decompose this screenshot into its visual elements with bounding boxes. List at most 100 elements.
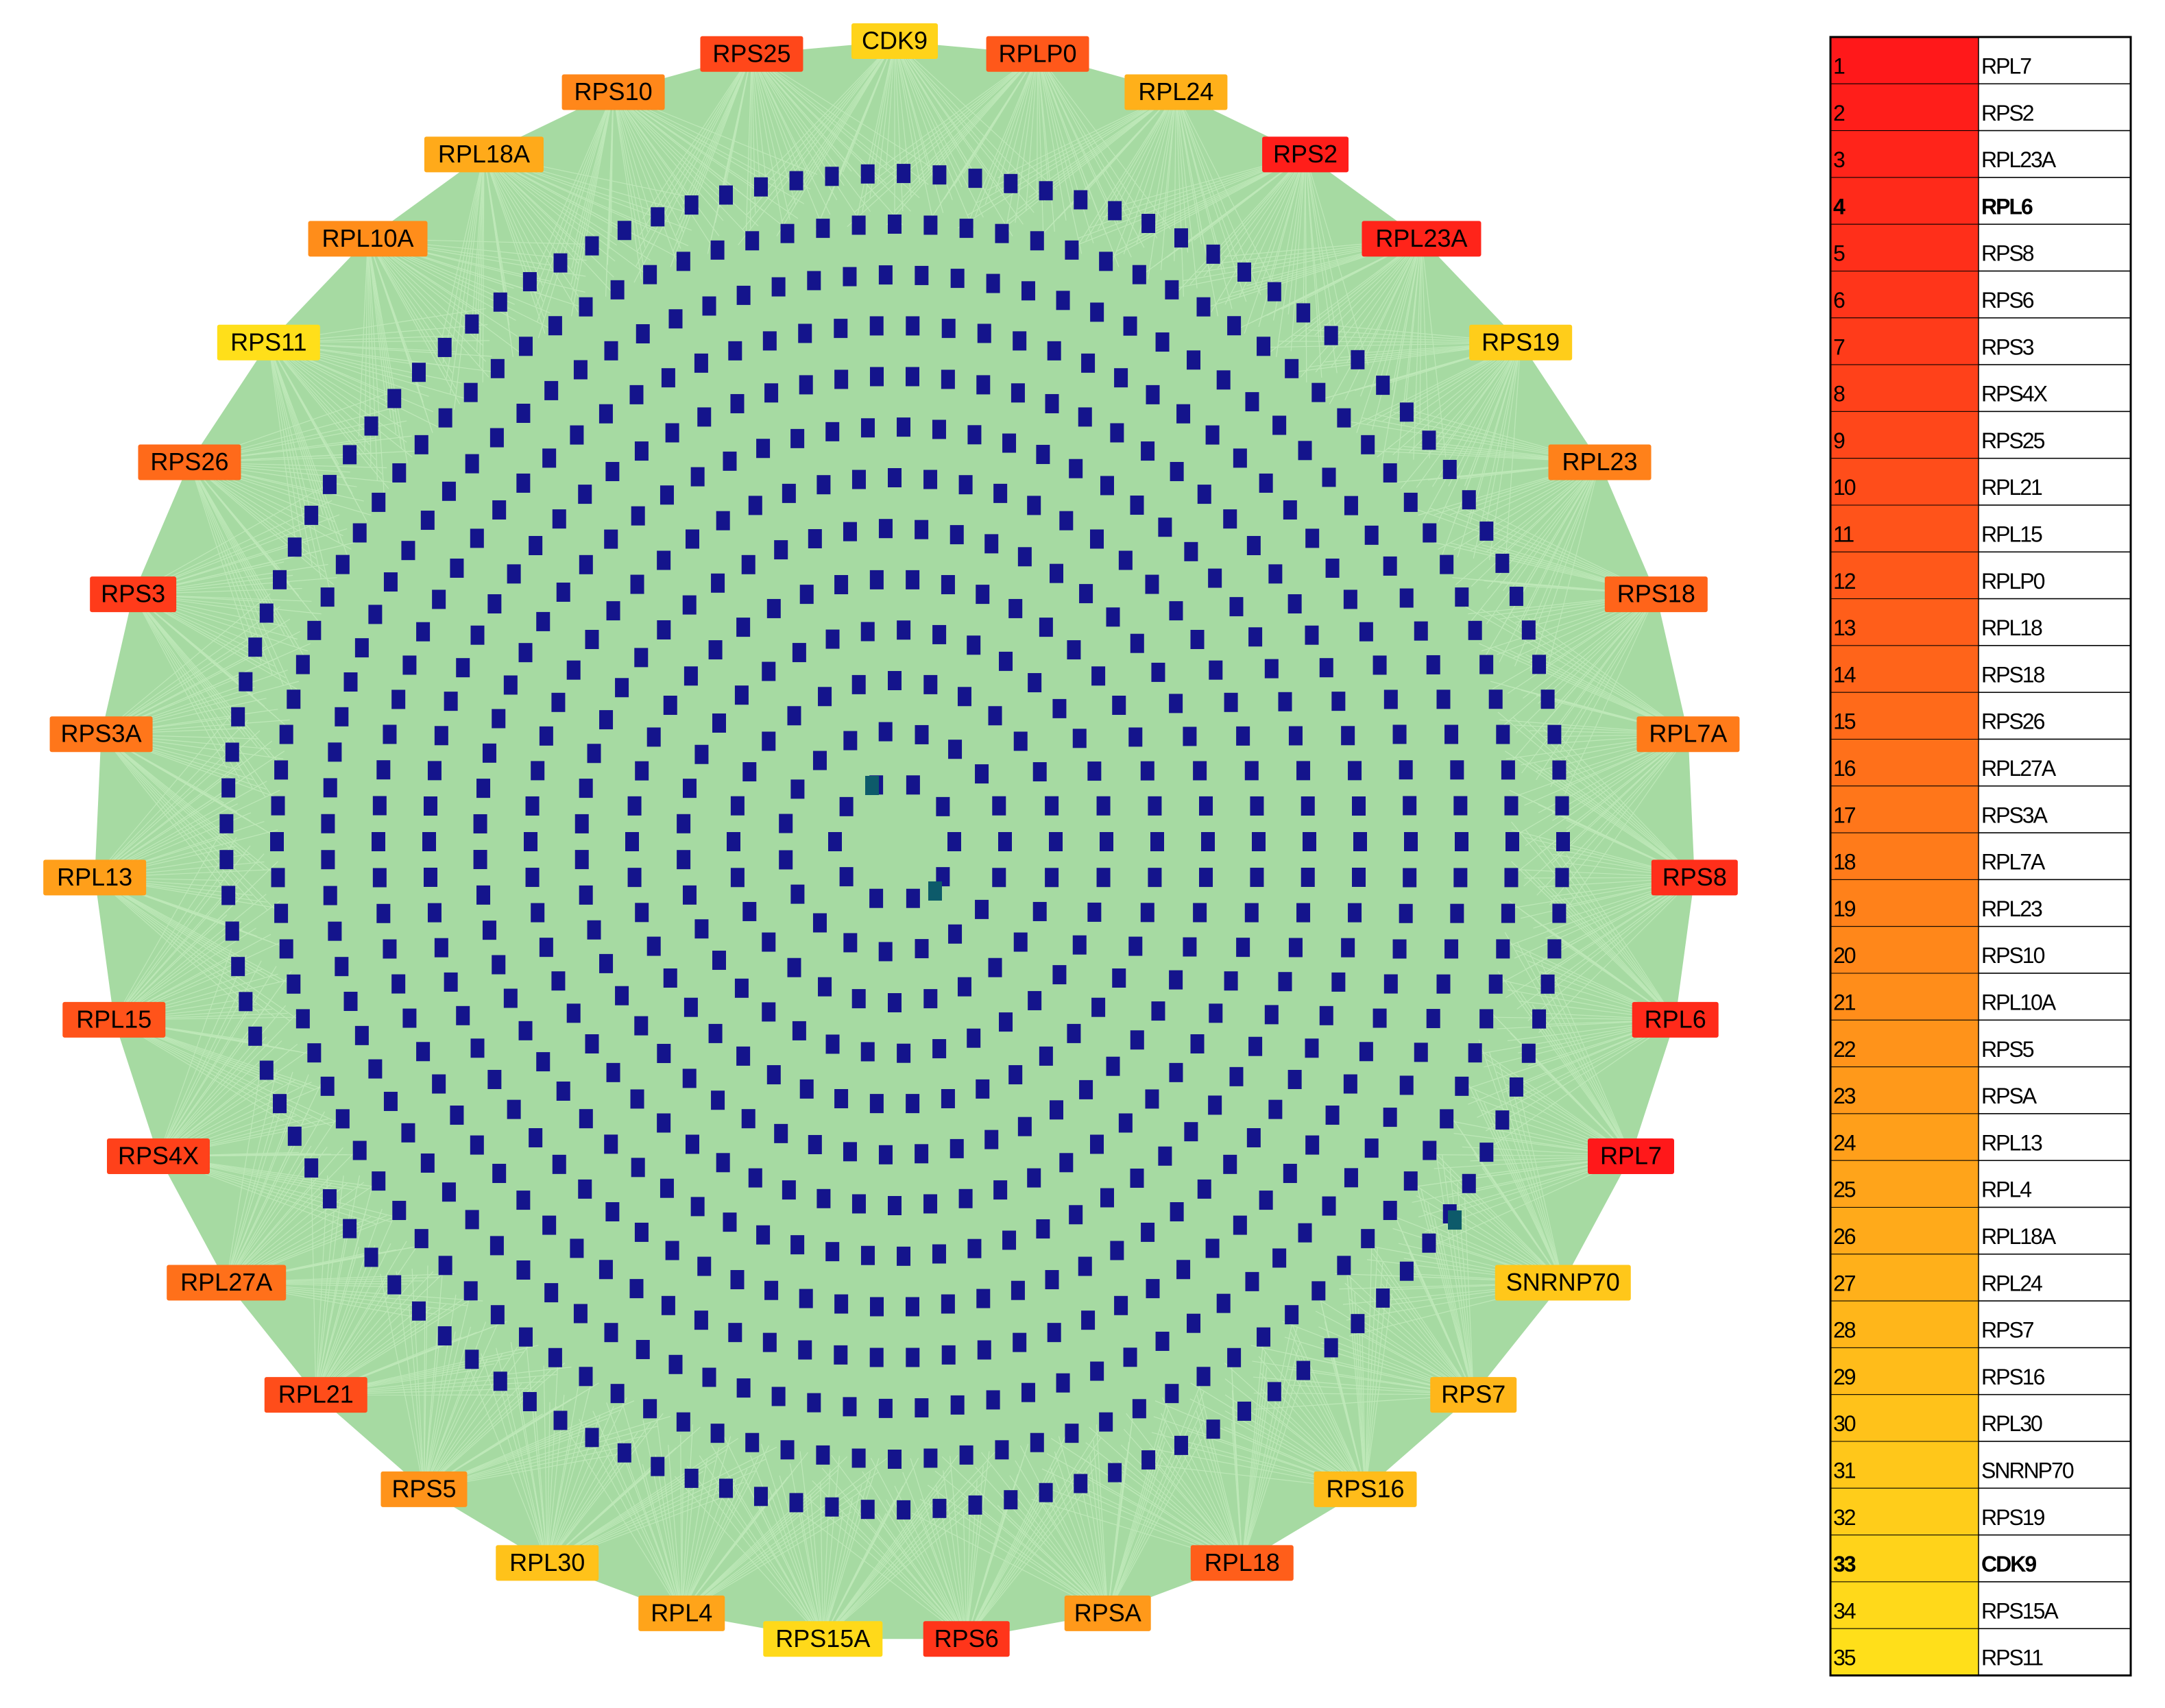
gene: RPL18: [1981, 615, 2042, 640]
rank-cell: [1830, 1441, 1979, 1489]
edge: [681, 1495, 819, 1614]
inner-node: [742, 762, 757, 782]
inner-node: [1325, 558, 1340, 578]
edge: [1224, 1363, 1366, 1490]
inner-node: [915, 724, 929, 744]
inner-node: [1114, 368, 1128, 388]
inner-node: [915, 939, 929, 959]
inner-node: [476, 779, 491, 798]
inner-node: [322, 474, 337, 494]
inner-node: [1140, 903, 1154, 923]
gene: RPL13: [1981, 1130, 2042, 1155]
edge: [1510, 733, 1689, 878]
edge: [1524, 869, 1676, 1021]
edge: [1176, 154, 1306, 293]
edge: [1211, 154, 1306, 313]
edge: [1445, 1175, 1564, 1283]
inner-node: [745, 1432, 760, 1452]
inner-node: [906, 1347, 920, 1367]
edge: [1538, 878, 1676, 1021]
edge: [1107, 1473, 1124, 1613]
inner-node: [1224, 692, 1238, 712]
edge: [673, 53, 753, 252]
edge: [1344, 239, 1423, 401]
inner-node: [259, 1060, 274, 1080]
inner-node: [825, 422, 840, 441]
inner-node: [1081, 1310, 1096, 1330]
edge: [268, 342, 332, 530]
inner-node: [851, 1194, 866, 1214]
inner-node: [1414, 621, 1428, 641]
inner-node: [1244, 903, 1259, 923]
inner-node: [1056, 291, 1070, 310]
inner-node: [1132, 1399, 1146, 1419]
inner-node: [1552, 903, 1567, 923]
inner-node: [1158, 517, 1172, 537]
edge: [950, 1456, 967, 1639]
inner-node: [694, 919, 709, 939]
inner-node: [1090, 302, 1104, 322]
node-box: [217, 324, 320, 361]
inner-node: [1479, 655, 1494, 674]
inner-node: [271, 868, 285, 888]
inner-node: [1305, 528, 1320, 548]
edge: [822, 1511, 844, 1639]
inner-node: [1059, 511, 1074, 530]
edge: [1037, 53, 1091, 199]
inner-node: [1021, 1382, 1035, 1402]
inner-node: [604, 1134, 618, 1154]
inner-node: [906, 888, 920, 908]
edge: [1519, 462, 1601, 594]
edge: [358, 239, 369, 437]
inner-node: [516, 1191, 531, 1210]
inner-node: [1158, 1146, 1172, 1166]
inner-node: [888, 671, 902, 690]
edge: [642, 53, 752, 219]
inner-node: [304, 505, 319, 525]
inner-node: [860, 622, 875, 642]
rank-cell: [1830, 1487, 1979, 1536]
inner-node: [605, 461, 620, 481]
edge: [822, 1464, 992, 1639]
edge: [132, 594, 270, 757]
edge: [613, 92, 651, 217]
inner-node: [1423, 523, 1437, 543]
inner-node: [482, 743, 496, 763]
inner-node: [741, 1109, 755, 1129]
inner-node: [1283, 500, 1297, 520]
edge: [1242, 1374, 1304, 1563]
inner-node: [579, 779, 593, 798]
inner-node: [518, 1021, 533, 1040]
edge: [367, 238, 487, 362]
node-box: [43, 859, 147, 896]
inner-node: [1056, 1373, 1070, 1393]
edge: [1196, 1411, 1243, 1563]
gene-cell: [1978, 83, 2131, 132]
inner-node: [932, 1498, 947, 1518]
inner-node: [1376, 1288, 1390, 1308]
edge: [1107, 1393, 1170, 1614]
rank-cell: [1830, 1581, 1979, 1629]
inner-node: [536, 1052, 551, 1072]
edge: [1552, 845, 1676, 1021]
edge: [1527, 722, 1695, 878]
inner-node: [465, 454, 479, 474]
inner-node: [742, 901, 757, 921]
edge: [1551, 888, 1676, 1021]
inner-node: [1078, 1256, 1092, 1276]
inner-node: [923, 1448, 938, 1468]
rank: 35: [1833, 1646, 1856, 1670]
inner-node: [587, 744, 601, 764]
inner-node: [1267, 282, 1281, 302]
inner-node: [1303, 832, 1316, 851]
edge: [226, 1112, 341, 1283]
inner-node: [450, 1106, 464, 1125]
gene-cell: [1978, 317, 2131, 365]
edge: [1276, 154, 1306, 357]
node-label: RPLP0: [999, 39, 1077, 67]
inner-node: [1052, 965, 1067, 985]
inner-node: [711, 1090, 725, 1110]
inner-node: [869, 316, 884, 336]
edge: [132, 594, 228, 769]
inner-node: [1245, 392, 1259, 412]
